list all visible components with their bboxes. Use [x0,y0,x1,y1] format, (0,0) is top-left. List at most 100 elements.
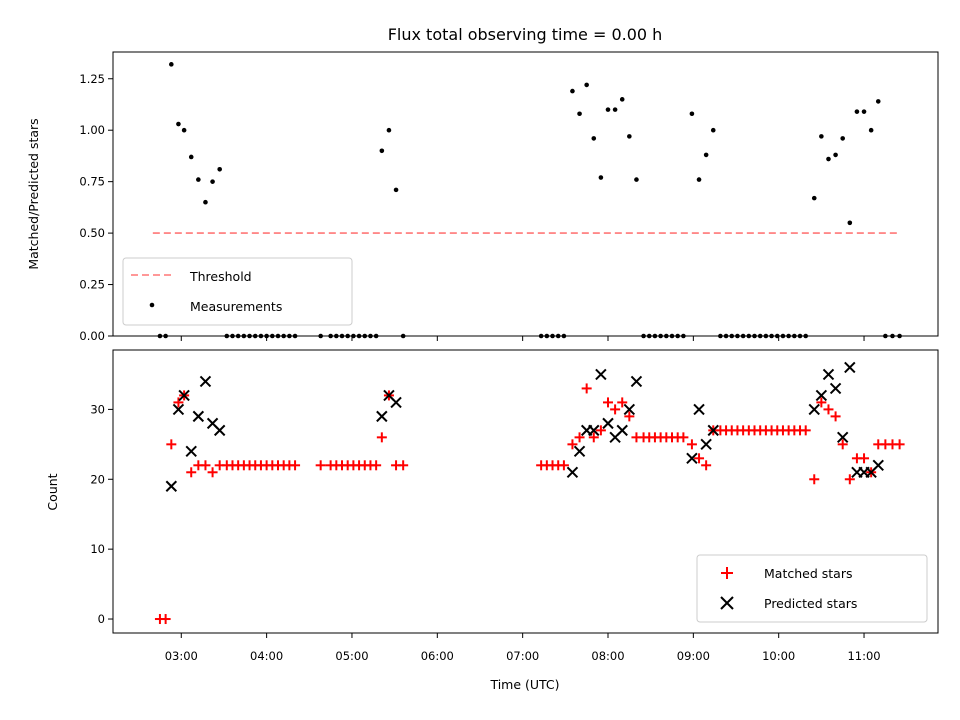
measurement-point [577,111,582,117]
predicted-star-marker [178,389,190,402]
predicted-star-marker [623,403,636,416]
measurement-point [217,167,222,172]
top-panel: 0.00 0.25 0.50 0.75 1.00 1.25 Matched/Predict… [26,51,939,343]
matched-star-marker [686,439,697,450]
top-y-axis-label: Matched/Predicted stars [26,118,41,269]
measurement-point [386,127,392,133]
top-legend-box [122,257,353,326]
top-y-tick-label: 0.25 [79,278,105,292]
predicted-stars-series [165,361,884,492]
matched-star-marker [574,432,585,443]
measurement-point [819,134,824,139]
measurement-point [570,88,575,94]
bottom-x-ticks: 03:00 04:00 05:00 06:00 07:00 08:00 09:00 10:00… [165,633,881,663]
top-y-ticks: 0.00 0.25 0.50 0.75 1.00 1.25 [79,72,113,343]
matched-star-marker [694,453,705,464]
measurement-point [696,177,702,182]
top-axes-frame [112,51,939,337]
bottom-y-tick-label: 10 [90,542,105,556]
matched-star-marker [701,460,712,471]
matched-star-marker [595,425,606,436]
x-axis-label: Time (UTC) [489,677,559,692]
top-y-tick-label: 1.25 [79,72,105,86]
matched-star-marker [398,460,409,471]
measurement-point [847,220,853,226]
predicted-star-marker [165,480,178,492]
bottom-x-tick-label: 11:00 [847,649,880,663]
bottom-axes-frame [112,349,939,634]
top-y-tick-label: 0.50 [79,226,105,240]
matched-star-marker [581,383,592,394]
predicted-star-marker [390,396,402,409]
measurement-point [203,199,208,205]
legend-predicted-label: Predicted stars [764,596,857,611]
bottom-x-tick-label: 04:00 [250,649,283,663]
matched-star-marker [837,439,848,450]
matched-star-marker [567,439,578,450]
bottom-x-tick-label: 05:00 [335,649,368,663]
top-y-tick-label: 1.00 [79,123,105,137]
measurement-point [612,107,618,112]
bottom-x-tick-label: 08:00 [591,649,624,663]
matched-star-marker [617,397,628,408]
predicted-star-marker [588,424,600,437]
matched-star-marker [290,460,301,471]
measurement-point [598,175,604,180]
predicted-star-marker [815,389,828,402]
matched-star-marker [894,439,905,450]
predicted-star-marker [213,424,226,437]
predicted-star-marker [844,361,856,374]
bottom-legend: Matched stars Predicted stars [696,554,928,623]
matched-star-marker [603,397,613,408]
matched-star-marker [859,453,870,464]
predicted-star-marker [595,368,607,381]
measurement-point [861,109,867,114]
predicted-star-marker [808,403,820,416]
measurement-point [584,82,589,88]
bottom-y-tick-label: 30 [90,402,105,416]
measurements-series [157,62,902,339]
top-chart-title: Flux total observing time = 0.00 h [388,25,663,44]
matched-star-marker [376,432,387,443]
predicted-star-marker [376,410,388,423]
matched-star-marker [371,460,382,471]
bottom-y-tick-label: 20 [90,472,105,486]
measurement-point [196,177,201,182]
predicted-star-marker [199,375,212,388]
predicted-star-marker [185,445,197,458]
predicted-star-marker [822,368,835,381]
measurement-point [627,134,632,139]
legend-predicted-swatch [720,596,734,610]
measurement-point [703,152,709,158]
predicted-star-marker [573,445,586,458]
matched-star-marker [200,460,211,471]
predicted-star-marker [700,438,712,451]
matched-star-marker [844,474,855,485]
bottom-x-tick-label: 07:00 [506,649,539,663]
predicted-star-marker [707,424,719,437]
measurement-point [188,154,194,160]
predicted-star-marker [616,424,628,437]
legend-threshold-label: Threshold [189,269,252,284]
predicted-star-marker [630,375,643,388]
measurement-point [840,136,845,141]
predicted-star-marker [172,403,185,416]
measurement-point [811,195,817,201]
matched-star-marker [315,460,326,471]
bottom-legend-box [696,554,928,623]
predicted-star-marker [829,382,842,395]
measurement-point [393,187,399,193]
top-legend: Threshold Measurements [122,257,353,326]
matched-star-marker [160,614,171,625]
measurement-point [176,121,181,127]
measurement-point [619,97,625,102]
bottom-x-tick-label: 10:00 [762,649,795,663]
predicted-star-marker [836,431,849,444]
matched-star-marker [558,460,569,471]
predicted-star-marker [693,403,705,416]
bottom-x-tick-label: 06:00 [421,649,454,663]
measurement-point [854,109,860,114]
matched-star-marker [588,432,599,443]
matched-star-marker [610,404,621,415]
